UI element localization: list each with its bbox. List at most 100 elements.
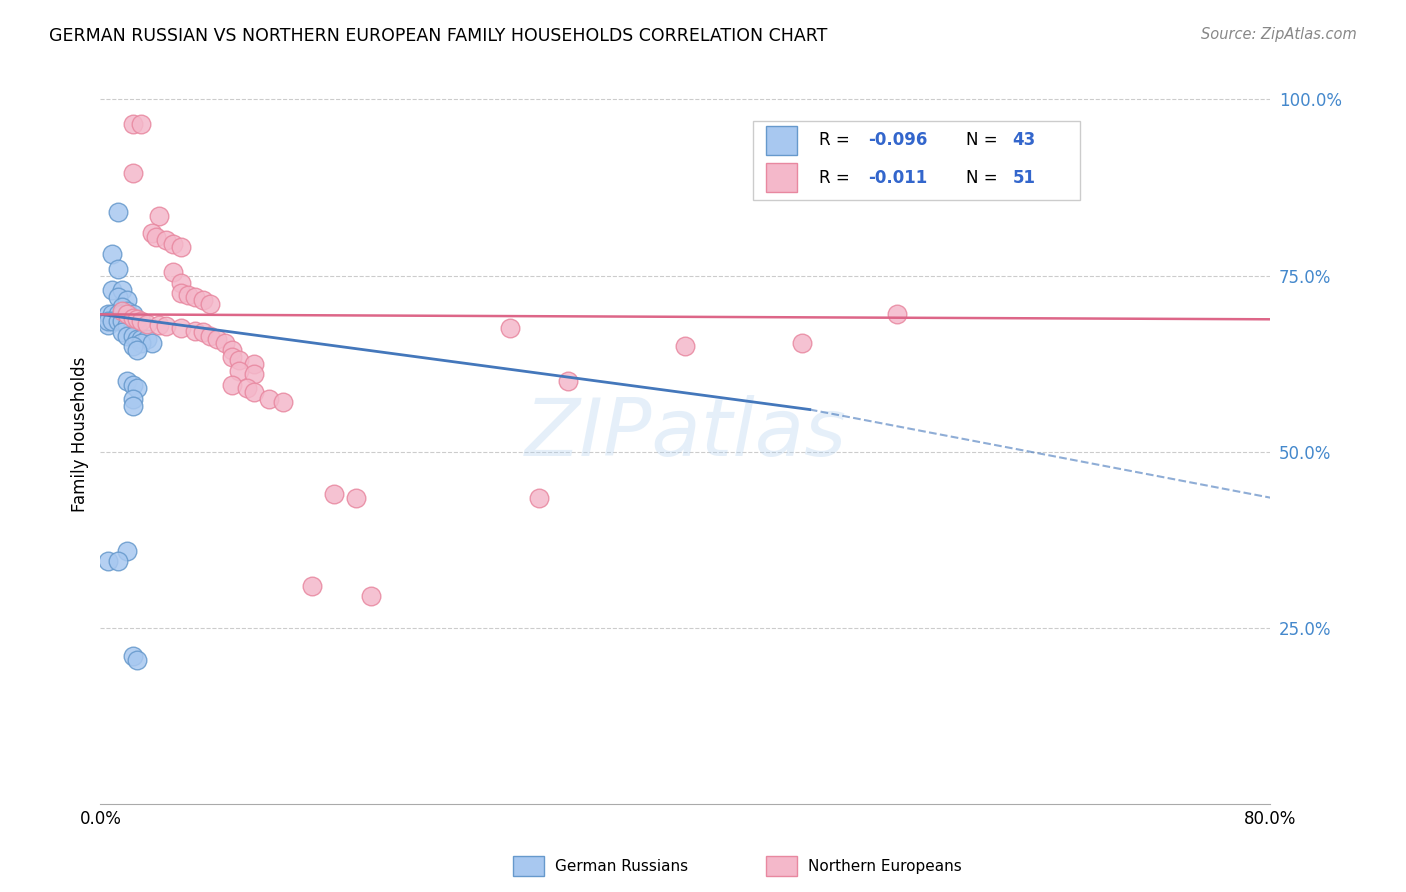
- Point: [111, 283, 134, 297]
- Point: [131, 314, 153, 328]
- Point: [148, 318, 170, 332]
- Point: [101, 247, 124, 261]
- Point: [121, 649, 143, 664]
- Point: [107, 290, 129, 304]
- Point: [121, 399, 143, 413]
- Point: [107, 205, 129, 219]
- Point: [115, 543, 138, 558]
- Point: [115, 307, 138, 321]
- Point: [115, 375, 138, 389]
- Point: [97, 318, 120, 332]
- Point: [344, 491, 367, 505]
- Point: [148, 209, 170, 223]
- Point: [115, 303, 138, 318]
- Point: [792, 335, 814, 350]
- Point: [141, 335, 163, 350]
- Y-axis label: Family Households: Family Households: [72, 357, 89, 512]
- Point: [228, 353, 250, 368]
- Point: [115, 293, 138, 308]
- Point: [198, 297, 221, 311]
- Point: [527, 491, 550, 505]
- Point: [184, 324, 207, 338]
- Point: [191, 293, 214, 308]
- Point: [673, 339, 696, 353]
- Point: [101, 307, 124, 321]
- Point: [125, 653, 148, 667]
- Point: [107, 314, 129, 328]
- Point: [214, 335, 236, 350]
- Point: [101, 283, 124, 297]
- Text: Northern Europeans: Northern Europeans: [808, 859, 962, 873]
- Point: [177, 288, 200, 302]
- Text: 43: 43: [1012, 131, 1036, 149]
- Point: [125, 381, 148, 395]
- Point: [228, 364, 250, 378]
- Point: [97, 314, 120, 328]
- Point: [155, 319, 177, 334]
- Point: [557, 375, 579, 389]
- Point: [170, 286, 193, 301]
- Point: [235, 381, 257, 395]
- Point: [301, 579, 323, 593]
- Point: [243, 357, 266, 371]
- Point: [257, 392, 280, 406]
- Point: [136, 317, 159, 331]
- Point: [121, 392, 143, 406]
- Text: -0.011: -0.011: [868, 169, 927, 186]
- Point: [271, 395, 294, 409]
- Point: [221, 343, 243, 357]
- Point: [125, 312, 148, 326]
- Point: [184, 290, 207, 304]
- Point: [243, 368, 266, 382]
- Point: [121, 166, 143, 180]
- Point: [115, 318, 138, 332]
- Point: [125, 332, 148, 346]
- Point: [111, 314, 134, 328]
- Point: [323, 487, 346, 501]
- Text: R =: R =: [818, 131, 855, 149]
- Point: [162, 265, 184, 279]
- Text: Source: ZipAtlas.com: Source: ZipAtlas.com: [1201, 27, 1357, 42]
- Point: [107, 554, 129, 568]
- Point: [97, 307, 120, 321]
- Point: [141, 227, 163, 241]
- Point: [170, 321, 193, 335]
- Point: [111, 307, 134, 321]
- Point: [111, 303, 134, 318]
- Point: [155, 233, 177, 247]
- Point: [97, 554, 120, 568]
- Point: [121, 310, 143, 325]
- Point: [145, 229, 167, 244]
- Text: N =: N =: [966, 169, 1002, 186]
- Point: [121, 117, 143, 131]
- Point: [121, 307, 143, 321]
- Point: [131, 335, 153, 350]
- Text: -0.096: -0.096: [868, 131, 927, 149]
- Point: [360, 590, 382, 604]
- Point: [170, 240, 193, 254]
- Point: [131, 332, 153, 346]
- Point: [136, 332, 159, 346]
- Point: [111, 301, 134, 315]
- Point: [207, 332, 229, 346]
- Text: ZIPatlas: ZIPatlas: [524, 395, 846, 474]
- Point: [111, 325, 134, 339]
- Point: [243, 384, 266, 399]
- Point: [121, 328, 143, 343]
- Point: [125, 321, 148, 335]
- Point: [107, 307, 129, 321]
- Point: [121, 339, 143, 353]
- Point: [107, 261, 129, 276]
- Text: German Russians: German Russians: [555, 859, 689, 873]
- Point: [125, 343, 148, 357]
- Text: 51: 51: [1012, 169, 1036, 186]
- Point: [121, 318, 143, 332]
- Point: [115, 307, 138, 321]
- Point: [886, 307, 908, 321]
- Point: [191, 325, 214, 339]
- Point: [115, 328, 138, 343]
- Point: [101, 314, 124, 328]
- Text: N =: N =: [966, 131, 1002, 149]
- Point: [221, 350, 243, 364]
- Point: [121, 377, 143, 392]
